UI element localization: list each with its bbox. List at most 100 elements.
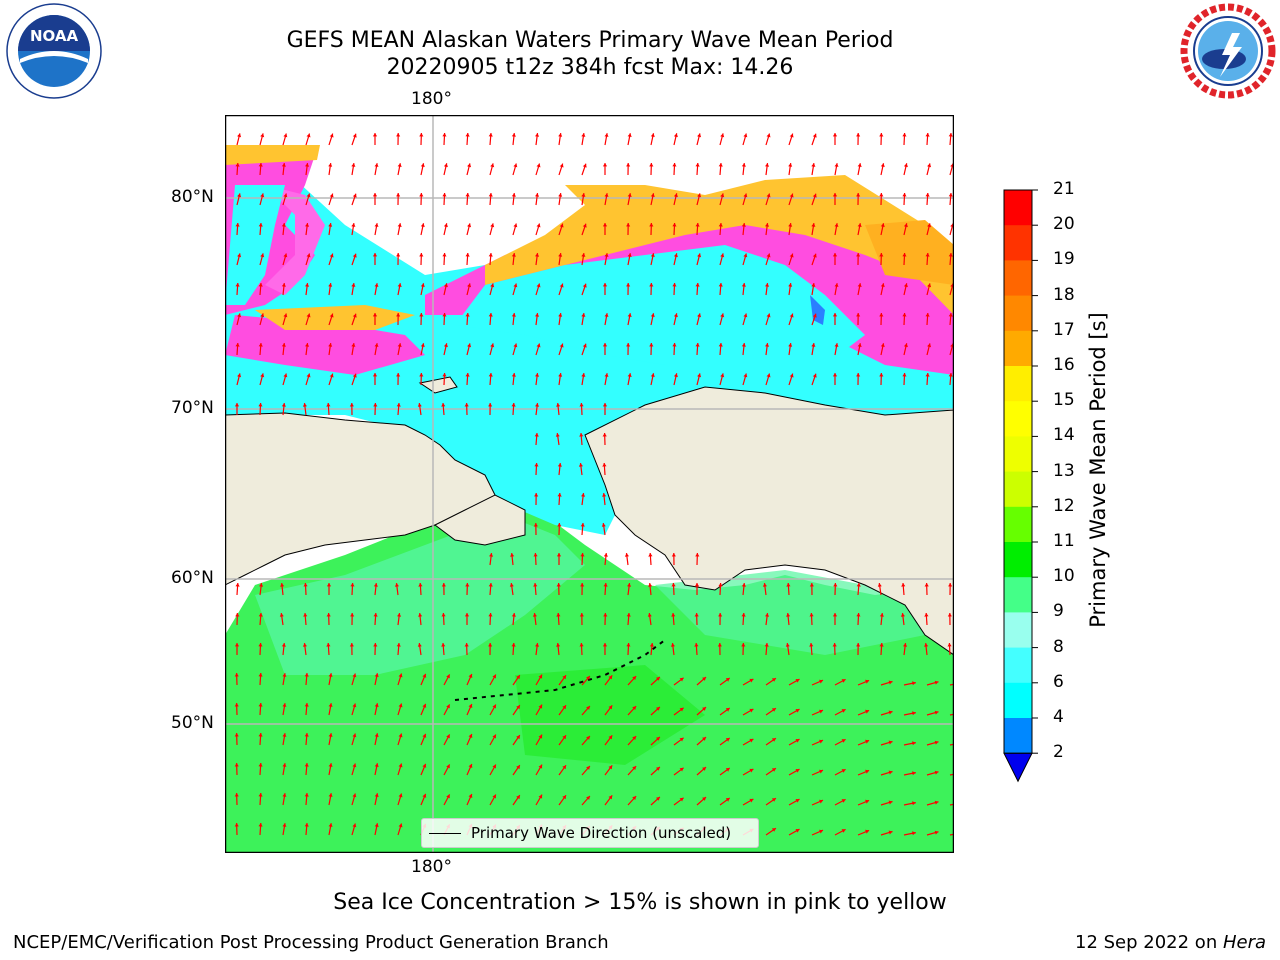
wave-arrow-head [865,799,870,804]
wave-arrow-head [234,703,239,707]
colorbar-block [1004,366,1032,402]
wave-arrow-head [879,133,884,137]
wave-arrow-head [373,583,378,587]
wave-arrow-head [786,613,791,617]
wave-arrow-head [260,193,265,198]
sea-cyan-inner [455,245,865,365]
wave-arrow-head [788,223,793,227]
wave-arrow-head [420,283,425,287]
wave-arrow-head [258,733,263,737]
wave-arrow-head [697,373,702,378]
wave-arrow-head [446,764,450,769]
wave-arrow-head [511,313,516,317]
wave-arrow-head [281,343,286,347]
wave-arrow [949,713,954,716]
wave-arrow-head [281,163,286,167]
caption: Sea Ice Concentration > 15% is shown in … [333,890,947,915]
wave-arrow-head [717,643,722,647]
wave-arrow-head [305,163,310,167]
wave-arrow-head [604,373,609,377]
wave-arrow-head [351,223,356,227]
wave-arrow-head [282,733,287,737]
wave-arrow-head [880,283,885,287]
wave-arrow-head [235,163,240,167]
colorbar-label: Primary Wave Mean Period [s] [1086,312,1110,628]
wave-arrow-head [934,710,939,715]
wave-arrow-head [235,583,240,587]
wave-arrow-head [902,313,907,317]
wave-arrow-head [903,283,908,288]
wave-arrow-head [235,283,240,287]
wave-arrow-head [819,829,823,834]
wave-arrow-head [627,313,632,317]
wave-arrow-head [328,343,333,347]
wave-arrow-head [672,283,677,287]
colorbar-tick-label: 4 [1053,707,1064,727]
wave-arrow-head [743,193,748,198]
svg-text:NOAA: NOAA [30,27,79,45]
wave-arrow-head [558,253,563,257]
footer-machine: Hera [1222,932,1266,953]
wave-arrow-head [604,133,609,137]
wave-arrow-head [441,613,446,617]
wave-arrow-head [303,613,308,617]
wave-arrow-head [420,223,425,227]
wave-arrow-head [877,583,882,587]
wave-arrow-head [234,733,239,737]
wave-arrow-head [857,283,862,287]
wave-arrow-head [602,403,608,407]
colorbar-block [1004,436,1032,473]
wave-arrow-head [604,253,609,257]
wave-arrow-head [608,765,613,770]
wave-arrow [949,773,954,776]
wave-arrow-head [468,794,473,798]
wave-arrow-head [235,223,240,227]
wave-arrow-head [326,583,332,587]
wave-arrow-head [948,373,953,377]
wave-arrow-head [795,799,800,803]
wave-arrow-head [834,163,839,167]
wave-arrow-head [648,583,653,587]
wave-arrow-head [718,583,723,587]
wave-arrow-head [329,133,334,138]
wave-arrow-head [283,193,288,198]
wave-arrow-head [948,253,953,257]
wave-arrow-head [632,676,637,680]
wave-arrow-head [513,163,518,168]
wave-arrow-head [789,193,794,198]
wave-arrow-head [557,523,562,527]
wave-arrow-head [396,253,401,257]
wave-arrow-head [925,133,930,137]
wave-arrow-head [468,764,473,768]
wave-arrow-head [580,523,585,527]
wave-arrow-head [811,343,816,347]
grid-lines [225,115,954,853]
wave-arrow-head [304,673,309,677]
wave-arrow-head [329,193,334,198]
colorbar-block [1004,190,1032,226]
wave-arrow-head [650,133,655,137]
wave-arrow-head [558,313,563,317]
wave-arrow-head [258,613,263,617]
wave-arrow-head [556,553,562,557]
wave-arrow-head [372,193,378,197]
wave-arrow-head [352,823,357,828]
wave-arrow-head [789,253,794,258]
wave-arrow-head [695,163,700,167]
colorbar-tick-label: 21 [1053,179,1075,199]
wave-arrow-head [422,733,427,738]
wave-arrow-head [581,313,586,317]
wave-arrow-head [511,403,516,407]
colorbar-block [1004,577,1032,613]
wave-arrow-head [586,766,590,770]
wave-arrow-head [281,223,286,227]
wave-arrow-head [819,709,823,714]
wave-arrow-head [417,643,422,647]
wave-arrow-head [679,767,684,772]
colorbar-extend-triangle [1003,752,1033,783]
wave-arrow-head [819,679,823,684]
wave-arrow-head [442,373,447,377]
wave-arrow-head [419,193,424,197]
legend-label: Primary Wave Direction (unscaled) [471,824,732,842]
wave-arrow-head [833,583,838,587]
